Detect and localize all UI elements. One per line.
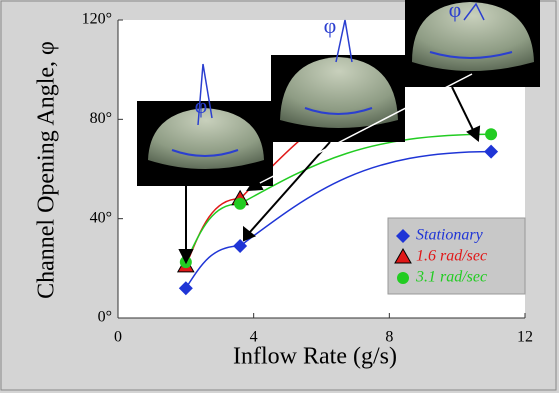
marker <box>397 272 409 284</box>
x-axis-label: Inflow Rate (g/s) <box>233 344 397 370</box>
marker <box>484 144 499 159</box>
marker <box>485 128 498 141</box>
annotation: φ <box>324 13 337 38</box>
legend: Stationary 1.6 rad/sec 3.1 rad/sec <box>387 217 526 295</box>
series-line <box>185 150 492 289</box>
x-tick-label: 4 <box>250 329 258 346</box>
annotation: φ <box>449 0 462 22</box>
photo <box>271 19 405 142</box>
marker <box>234 197 247 210</box>
marker <box>394 247 412 264</box>
photo <box>137 63 273 186</box>
series-line <box>185 133 492 263</box>
legend-label: 1.6 rad/sec <box>416 248 487 265</box>
y-tick-label: 0° <box>98 309 112 326</box>
y-tick-label: 80° <box>90 110 112 127</box>
y-axis-label: Channel Opening Angle, φ <box>34 41 60 299</box>
marker <box>178 281 193 296</box>
x-tick-label: 12 <box>517 329 533 346</box>
legend-box <box>387 217 526 295</box>
marker <box>233 238 248 253</box>
y-tick-label: 40° <box>90 209 112 226</box>
legend-label: 3.1 rad/sec <box>415 269 487 286</box>
arrow <box>178 73 481 265</box>
legend-label: Stationary <box>416 227 484 244</box>
marker <box>396 229 410 243</box>
annotation: φ <box>195 93 208 118</box>
photo <box>405 0 540 87</box>
x-tick-label: 0 <box>114 329 122 346</box>
x-tick-label: 8 <box>385 329 393 346</box>
y-tick-label: 120° <box>82 11 112 28</box>
